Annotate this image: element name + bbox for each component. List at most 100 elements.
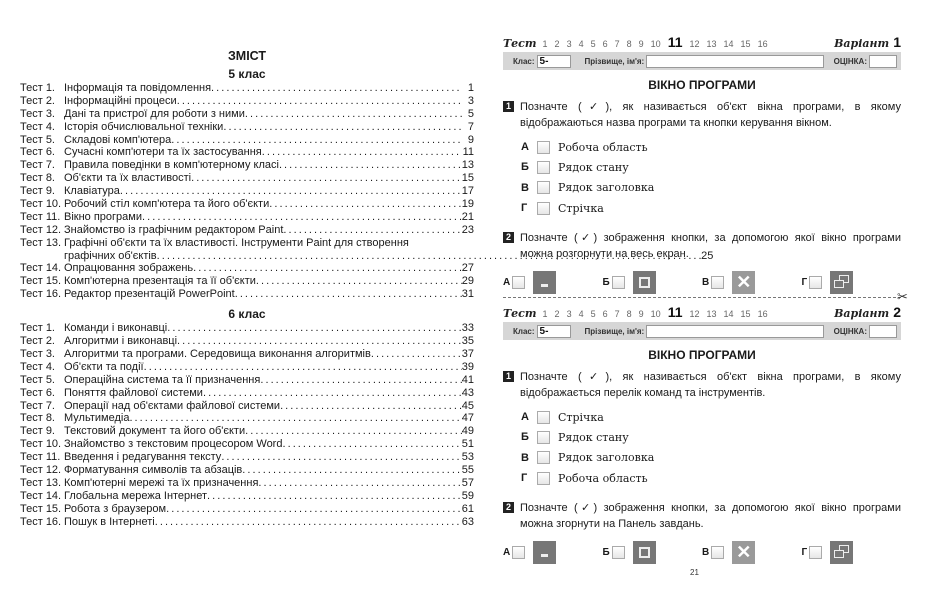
button-option[interactable]: Г [802,540,902,564]
test-number-9: 9 [638,309,644,319]
toc-title: ЗМІСТ [227,49,267,63]
test-number-10: 10 [650,309,661,319]
test-number-13: 13 [706,39,717,49]
answer-option[interactable]: Г Робоча область [521,468,901,488]
button-option[interactable]: А [503,540,603,564]
answer-option[interactable]: Б Рядок стану [521,157,901,177]
option-checkbox[interactable] [611,545,625,559]
answer-option[interactable]: А Стрічка [521,407,901,427]
toc-entry[interactable]: Тест 16.Редактор презентацій PowerPoint 3… [20,288,474,301]
toc-entry[interactable]: Тест 9. Текстовий документ та його об'єкт… [20,425,474,438]
toc-entry[interactable]: Тест 10. Знайомство з текстовим процесоро… [20,438,474,451]
answer-option[interactable]: Б Рядок стану [521,427,901,447]
option-checkbox[interactable] [537,181,550,195]
option-checkbox[interactable] [711,275,725,289]
button-option[interactable]: В ✕ [702,540,802,564]
answer-option[interactable]: В Рядок заголовка [521,178,901,198]
toc-entry[interactable]: Тест 11.Вікно програми 21 [20,211,474,224]
toc-entry-title-wrap: Пошук в Інтернеті 63 [64,516,474,529]
toc-entry[interactable]: Тест 4. Об'єкти та події 39 [20,361,474,374]
toc-entry[interactable]: Тест 7. Правила поведінки в комп'ютерному… [20,159,474,172]
toc-entry[interactable]: Тест 2. Алгоритми і виконавці 35 [20,335,474,348]
toc-entry[interactable]: Тест 7. Операції над об'єктами файлової с… [20,400,474,413]
toc-entry[interactable]: Тест 16.Пошук в Інтернеті 63 [20,516,474,529]
test-number-4: 4 [578,39,584,49]
toc-entry-title: Сучасні комп'ютери та їх застосування [64,146,262,159]
toc-entry[interactable]: Тест 14.Опрацювання зображень 27 [20,262,474,275]
toc-entry[interactable]: Тест 13. Графічні об'єкти та їх властивос… [20,237,713,263]
option-checkbox[interactable] [537,471,550,485]
toc-entry[interactable]: Тест 6. Сучасні комп'ютери та їх застосув… [20,146,474,159]
toc-entry[interactable]: Тест 5. Операційна система та її призначе… [20,374,474,387]
option-checkbox[interactable] [537,160,550,174]
option-checkbox[interactable] [537,430,550,444]
toc-entry[interactable]: Тест 4. Історія обчислювальної техніки 7 [20,121,474,134]
toc-entry[interactable]: Тест 2. Інформаційні процеси 3 [20,95,474,108]
toc-entry[interactable]: Тест 1. Інформація та повідомлення 1 [20,82,474,95]
toc-entry[interactable]: Тест 3. Дані та пристрої для роботи з ним… [20,108,474,121]
toc-entry[interactable]: Тест 8. Мультимедіа 47 [20,412,474,425]
answer-option[interactable]: В Рядок заголовка [521,448,901,468]
toc-entry-title-wrap: Глобальна мережа Інтернет 59 [64,490,474,503]
grade-field[interactable] [869,54,897,68]
button-option[interactable]: Б [602,540,703,564]
toc-entry[interactable]: Тест 8. Об'єкти та їх властивості 15 [20,172,474,185]
toc-entry-title-wrap: Комп'ютерні мережі та їх призначення 57 [64,477,474,490]
option-checkbox[interactable] [611,275,625,289]
toc-entry-title-wrap: Команди і виконавці 33 [64,322,474,335]
option-checkbox[interactable] [711,545,725,559]
option-checkbox[interactable] [809,545,823,559]
toc-entry-number: Тест 1. [20,82,55,94]
toc-entry-title: Опрацювання зображень [64,262,194,275]
restore-icon [830,540,854,564]
maximize-icon [632,270,656,294]
toc-entry[interactable]: Тест 1. Команди і виконавці 33 [20,322,474,335]
dot-leader [177,335,462,348]
toc-entry-title: Введення і редагування тексту [64,451,222,464]
class-field[interactable]: 5- [536,54,571,68]
toc-entry[interactable]: Тест 14.Глобальна мережа Інтернет 59 [20,490,474,503]
answer-option[interactable]: А Робоча область [521,137,901,157]
option-checkbox[interactable] [809,275,823,289]
button-option[interactable]: Б [603,270,703,294]
button-option[interactable]: Г [802,270,902,294]
option-checkbox[interactable] [512,545,526,559]
dot-leader [262,146,462,159]
toc-entry[interactable]: Тест 11.Введення і редагування тексту 53 [20,451,474,464]
toc-entry[interactable]: Тест 13. Комп'ютерні мережі та їх признач… [20,477,474,490]
name-field[interactable] [646,324,825,338]
toc-entry[interactable]: Тест 12. Форматування символів та абзаців… [20,464,474,477]
toc-entry-title-wrap: Операції над об'єктами файлової системи 4… [64,400,474,413]
toc-entry[interactable]: Тест 9. Клавіатура 17 [20,185,474,198]
toc-entry[interactable]: Тест 10. Робочий стіл комп'ютера та його … [20,198,474,211]
toc-entry[interactable]: Тест 15. Комп'ютерна презентація та її об… [20,275,474,288]
option-checkbox[interactable] [537,201,550,215]
toc-entry[interactable]: Тест 12. Знайомство із графічним редактор… [20,224,474,237]
grade-field[interactable] [869,324,897,338]
button-option[interactable]: А [503,270,603,294]
dot-leader [269,198,462,211]
test-number-6: 6 [602,309,608,319]
class-field[interactable]: 5- [536,324,571,338]
option-checkbox[interactable] [512,275,526,289]
toc-entry-number: Тест 4. [20,360,55,373]
toc-entry[interactable]: Тест 3. Алгоритми та програми. Середовища… [20,348,474,361]
option-checkbox[interactable] [537,451,550,465]
toc-entry[interactable]: Тест 5. Складові комп'ютера 9 [20,134,474,147]
button-option[interactable]: В ✕ [702,270,802,294]
option-checkbox[interactable] [537,140,550,154]
toc-entry-title: Комп'ютерні мережі та їх призначення [64,476,259,489]
toc-entry-number: Тест 15. [20,502,62,515]
toc-entry[interactable]: Тест 6. Поняття файлової системи 43 [20,387,474,400]
section-title: ВІКНО ПРОГРАМИ [648,78,756,92]
option-checkbox[interactable] [537,410,550,424]
question-number: 1 [503,101,514,112]
toc-entry-title-wrap: Знайомство із графічним редактором Paint… [64,224,474,237]
toc-section-heading: 6 клас [228,307,266,322]
name-field[interactable] [646,54,825,68]
option-letter: Б [602,546,610,558]
toc-entry[interactable]: Тест 15.Робота з браузером 61 [20,503,474,516]
toc-entry-title: Історія обчислювальної техніки [64,120,224,133]
test-number-14: 14 [723,39,734,49]
answer-option[interactable]: Г Стрічка [521,198,901,218]
